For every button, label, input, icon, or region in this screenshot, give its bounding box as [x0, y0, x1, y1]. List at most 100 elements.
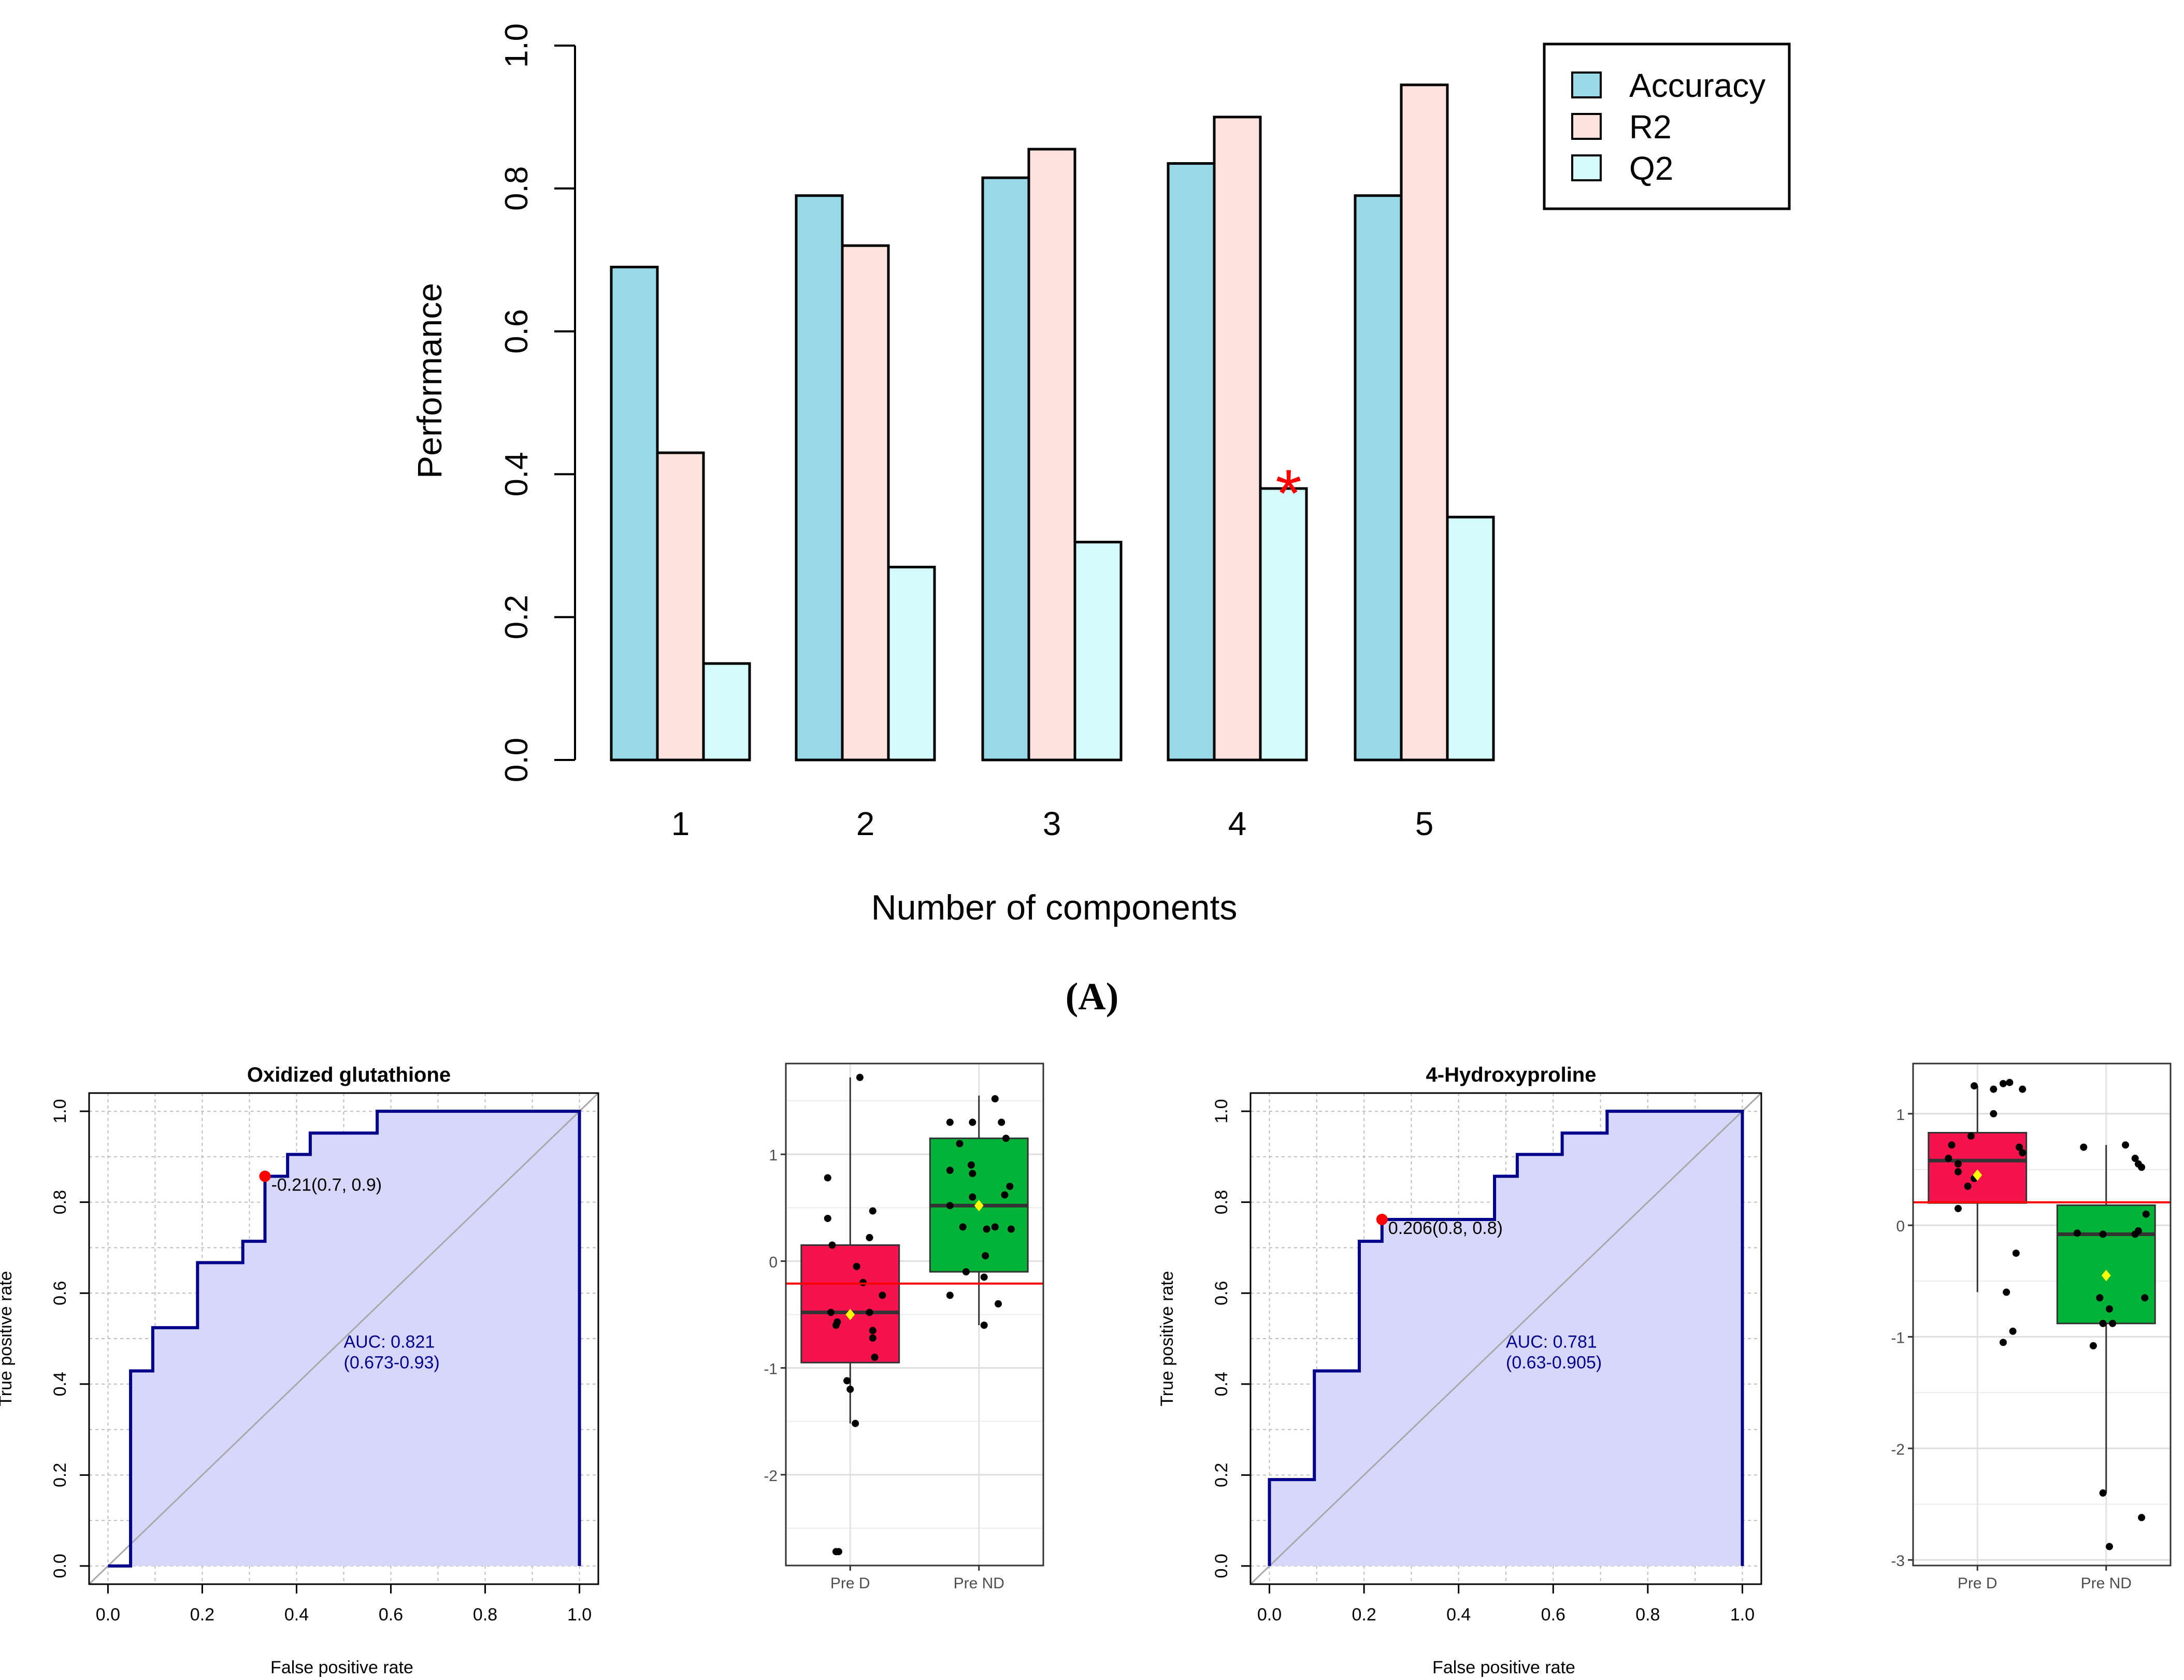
panel-label: (A)	[1066, 975, 1119, 1018]
y-tick-label: 1	[1896, 1107, 1905, 1124]
y-tick-label: 0.2	[499, 595, 535, 639]
data-point	[879, 1291, 886, 1299]
data-point	[2138, 1164, 2146, 1171]
y-tick-label: -3	[1891, 1553, 1905, 1570]
x-tick-label: 0.2	[1352, 1605, 1376, 1625]
data-point	[959, 1223, 967, 1231]
data-point	[1954, 1204, 1962, 1212]
auc-ci-label: (0.673-0.93)	[344, 1353, 440, 1373]
auc-label: AUC: 0.821	[344, 1332, 435, 1352]
y-axis-label: True positive rate	[0, 1271, 16, 1406]
x-tick-label: 0.6	[1541, 1605, 1565, 1625]
y-tick-label: 0.0	[50, 1554, 70, 1578]
data-point	[871, 1353, 879, 1361]
roc-curve	[108, 1110, 581, 1568]
data-point	[843, 1377, 851, 1385]
bar-q2-5	[1446, 515, 1495, 762]
y-tick-label: 0.0	[1212, 1554, 1231, 1578]
y-tick-label: 0.6	[499, 309, 535, 353]
y-axis-label: True positive rate	[1157, 1271, 1177, 1406]
mean-marker	[2101, 1270, 2111, 1282]
data-point	[866, 1309, 873, 1316]
x-tick-label: 1	[671, 805, 690, 842]
data-point	[1948, 1141, 1956, 1149]
data-point	[859, 1279, 867, 1286]
box-pre-d	[800, 1244, 900, 1363]
plot-frame	[1912, 1062, 2172, 1567]
bar-r2-5	[1400, 83, 1449, 762]
y-tick-label: 0.6	[1212, 1281, 1231, 1305]
data-point	[2099, 1319, 2107, 1327]
y-tick-label: 0.6	[50, 1281, 70, 1305]
x-tick-label: 0.0	[96, 1605, 120, 1625]
data-point	[2003, 1288, 2010, 1296]
y-tick-label: 0.8	[1212, 1190, 1231, 1214]
x-tick-label: Pre D	[830, 1575, 870, 1592]
y-tick-label: 1.0	[1212, 1099, 1231, 1123]
y-tick-label: 1.0	[499, 23, 535, 68]
data-point	[856, 1073, 864, 1081]
roc-chart-4-hydroxyproline: 0.206(0.8, 0.8) AUC: 0.781(0.63-0.905) 0.0…	[1157, 1064, 1762, 1677]
data-point	[946, 1118, 954, 1126]
legend-swatch-accuracy	[1571, 71, 1602, 98]
y-tick-label: -1	[1891, 1330, 1905, 1347]
x-tick-label: 0.6	[379, 1605, 403, 1625]
data-point	[1971, 1082, 1978, 1090]
data-point	[2105, 1305, 2113, 1313]
x-tick-label: 4	[1228, 805, 1247, 842]
data-point	[969, 1118, 976, 1126]
data-point	[869, 1327, 877, 1334]
auc-ci-label: (0.63-0.905)	[1506, 1353, 1602, 1373]
mean-marker	[845, 1309, 855, 1320]
bar-accuracy-2	[795, 194, 844, 762]
data-point	[991, 1095, 999, 1103]
data-point	[969, 1170, 976, 1178]
data-point	[1990, 1085, 1998, 1093]
data-point	[852, 1419, 859, 1427]
legend-swatch-r2	[1571, 113, 1602, 140]
data-point	[1967, 1132, 1975, 1140]
plot-frame	[88, 1092, 599, 1585]
x-tick-label: 3	[1043, 805, 1061, 842]
data-point	[946, 1202, 954, 1210]
data-point	[991, 1223, 999, 1231]
data-point	[969, 1193, 976, 1201]
data-point	[1007, 1225, 1015, 1233]
data-point	[2096, 1294, 2104, 1302]
data-point	[956, 1140, 964, 1147]
legend: Accuracy R2 Q2	[1543, 42, 1791, 210]
bar-r2-1	[656, 451, 705, 762]
legend-swatch-q2	[1571, 154, 1602, 181]
x-tick-label: 5	[1415, 805, 1434, 842]
y-tick-label: 0.2	[1212, 1463, 1231, 1487]
x-tick-label: Pre ND	[954, 1575, 1004, 1592]
diagonal-reference-line	[1249, 1092, 1762, 1585]
data-point	[866, 1234, 873, 1242]
roc-curve	[1268, 1110, 1744, 1566]
bar-accuracy-5	[1354, 194, 1403, 762]
mean-marker	[974, 1200, 984, 1212]
performance-bar-chart: 0.0 0.2 0.4 0.6 0.8 1.0 * 1 2 3 4 5 Performance N…	[410, 23, 1791, 927]
x-tick-label: 0.8	[1635, 1605, 1660, 1625]
bar-q2-2	[887, 566, 936, 762]
data-point	[1964, 1182, 1972, 1190]
x-axis-label: Number of components	[871, 888, 1238, 927]
data-point	[983, 1225, 990, 1233]
x-axis-label: False positive rate	[1432, 1658, 1575, 1677]
data-point	[2019, 1149, 2027, 1157]
data-point	[2131, 1155, 2139, 1162]
y-tick-label: 0.4	[50, 1372, 70, 1396]
data-point	[2019, 1085, 2027, 1093]
data-point	[980, 1322, 988, 1329]
data-point	[2138, 1514, 2146, 1521]
y-tick-label: 0.8	[50, 1190, 70, 1214]
data-point	[1999, 1080, 2007, 1087]
data-point	[2016, 1143, 2023, 1151]
roc-chart-oxidized-glutathione: -0.21(0.7, 0.9) AUC: 0.821(0.673-0.93) 0.0…	[0, 1064, 599, 1677]
data-point	[869, 1334, 877, 1342]
y-tick-label: 0	[769, 1254, 778, 1271]
data-point	[824, 1174, 831, 1182]
data-point	[846, 1385, 854, 1393]
x-tick-label: Pre D	[1958, 1575, 1998, 1592]
data-point	[2073, 1229, 2081, 1237]
